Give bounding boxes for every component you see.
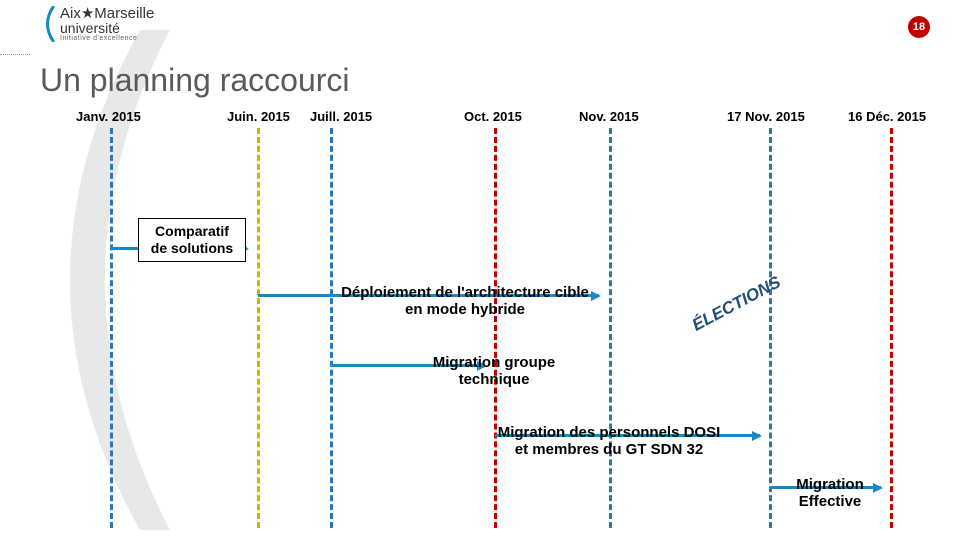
timeline-label: Janv. 2015 [76,109,141,124]
timeline-vline [769,128,772,528]
task-line1: Déploiement de l'architecture cible [341,284,589,301]
task-label: Migration des personnels DOSIet membres … [449,424,769,459]
comparatif-line2: de solutions [149,240,235,257]
slide-title: Un planning raccourci [40,62,350,99]
timeline-label: Juin. 2015 [227,109,290,124]
timeline-label: 17 Nov. 2015 [727,109,805,124]
timeline-label: Oct. 2015 [464,109,522,124]
timeline-vline [257,128,260,528]
timeline-vline [330,128,333,528]
logo-tagline: Initiative d'excellence [60,35,154,42]
timeline-label: Juill. 2015 [310,109,372,124]
task-line1: Migration groupe [433,354,556,371]
timeline-vline [110,128,113,528]
decorative-dotted-rule [0,54,30,55]
task-line2: Effective [770,493,890,510]
logo-line2: université [60,21,154,35]
task-line1: Migration [796,476,864,493]
comparatif-box: Comparatif de solutions [138,218,246,262]
task-line1: Migration des personnels DOSI [498,424,721,441]
timeline-label: 16 Déc. 2015 [848,109,926,124]
task-label: Migration groupetechnique [404,354,584,389]
logo-line1: Aix★Marseille [60,6,154,21]
timeline-label: Nov. 2015 [579,109,639,124]
logo-paren-icon [40,6,56,42]
task-label: MigrationEffective [770,476,890,511]
timeline-vline [890,128,893,528]
task-line2: et membres du GT SDN 32 [449,441,769,458]
comparatif-line1: Comparatif [155,223,229,239]
background-watermark-paren [0,30,200,530]
university-logo: Aix★Marseille université Initiative d'ex… [40,6,154,42]
task-label: Déploiement de l'architecture cibleen mo… [300,284,630,319]
timeline-vline [494,128,497,528]
task-line2: en mode hybride [300,301,630,318]
timeline-vline [609,128,612,528]
task-line2: technique [404,371,584,388]
page-number-badge: 18 [908,16,930,38]
